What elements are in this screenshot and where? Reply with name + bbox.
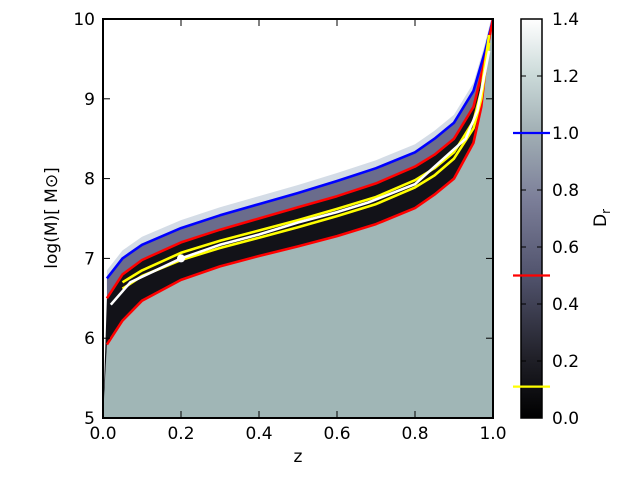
y-tick-label: 10 [73,10,95,30]
colorbar-tick-label: 0.2 [552,352,579,372]
y-axis: 5 6 7 8 9 10 [73,10,493,429]
heatmap-upper-edge [106,19,493,279]
y-tick-label: 6 [84,329,95,349]
y-tick-label: 5 [84,409,95,429]
colorbar-tick-label: 0.0 [552,409,579,429]
x-tick-label: 0.6 [323,424,350,444]
plot-area [103,19,493,418]
series-line-4 [121,42,491,290]
x-tick-label: 0.0 [89,424,116,444]
colorbar-tick-label: 1.4 [552,10,579,30]
heatmap-lower-region [103,19,493,418]
x-tick-label: 0.8 [401,424,428,444]
colorbar-label: Dr [591,209,613,227]
x-axis-label: z [294,447,303,467]
y-tick-label: 7 [84,249,95,269]
colorbar-tick-label: 0.4 [552,295,579,315]
colorbar-tick-label: 0.6 [552,238,579,258]
colorbar-label-main: D [591,214,611,227]
plot-frame [102,18,494,419]
colorbar-tick-label: 0.8 [552,181,579,201]
heatmap-transition-band [106,19,493,299]
colorbar-tick-label: 1.2 [552,67,579,87]
series-layer [105,19,493,346]
series-line-1 [105,19,493,300]
y-tick-label: 9 [84,90,95,110]
colorbar-axis: 0.0 0.2 0.4 0.6 0.8 1.0 1.2 1.4 [521,10,579,429]
colorbar-gradient [520,18,543,419]
heatmap-dark-band [103,19,493,418]
highlight-point [177,254,185,263]
x-axis: 0.0 0.2 0.4 0.6 0.8 1.0 [89,19,507,444]
y-tick-label: 8 [84,170,95,190]
colorbar-label-subscript: r [599,209,613,214]
y-axis-label: log(M)[ M⊙] [42,167,62,268]
colorbar-tick-label: 1.0 [552,124,579,144]
x-tick-label: 1.0 [479,424,506,444]
x-tick-label: 0.4 [245,424,272,444]
colorbar: 0.0 0.2 0.4 0.6 0.8 1.0 1.2 1.4 Dr [513,10,613,429]
x-tick-label: 0.2 [167,424,194,444]
series-line-2 [105,34,491,346]
series-line-5 [109,50,491,306]
colorbar-markers [513,131,550,388]
series-line-0 [105,19,493,280]
